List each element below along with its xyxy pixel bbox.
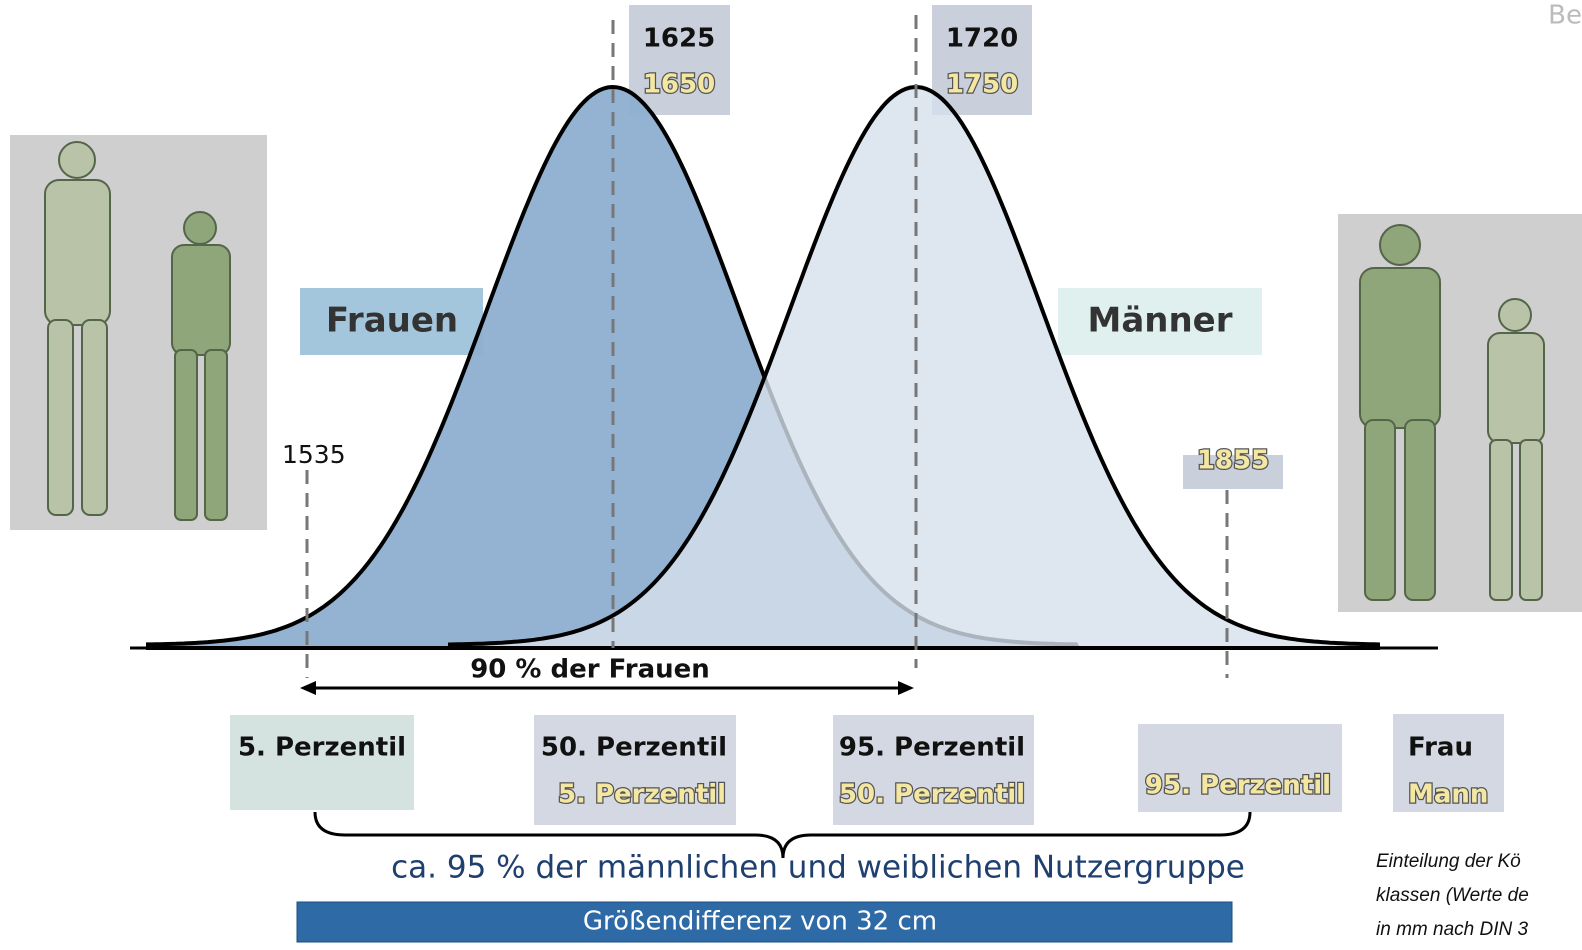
caption-line: Einteilung der Kö xyxy=(1376,851,1521,872)
corner-text: Be xyxy=(1548,1,1582,31)
legend-frau: Frau xyxy=(1408,733,1473,763)
percentile-frau: 5. Perzentil xyxy=(238,733,406,763)
marker-label: 1855 xyxy=(1197,446,1269,476)
percentile-mann: 50. Perzentil xyxy=(839,780,1025,810)
difference-text: Größendifferenz von 32 cm xyxy=(583,907,937,937)
coverage-text: ca. 95 % der männlichen und weiblichen N… xyxy=(391,850,1245,886)
group-label: Männer xyxy=(1087,301,1232,341)
percentile-box xyxy=(230,715,414,810)
peak-mann: 1750 xyxy=(946,70,1018,100)
percentile-frau: 95. Perzentil xyxy=(839,733,1025,763)
group-label: Frauen xyxy=(326,301,458,341)
percentile-mann: 95. Perzentil xyxy=(1145,771,1331,801)
percentile-mann: 5. Perzentil xyxy=(558,780,726,810)
range-label: 90 % der Frauen xyxy=(470,655,710,685)
marker-label: 1535 xyxy=(282,440,346,469)
slide: Be 1625 1650 1720 1750 Frauen Männer 153… xyxy=(0,0,1582,950)
peak-mann: 1650 xyxy=(643,70,715,100)
caption-line: klassen (Werte de xyxy=(1376,885,1529,906)
peak-frau: 1720 xyxy=(946,24,1018,54)
peak-frau: 1625 xyxy=(643,24,715,54)
percentile-frau: 50. Perzentil xyxy=(541,733,727,763)
legend-mann: Mann xyxy=(1408,780,1488,810)
caption-line: in mm nach DIN 3 xyxy=(1376,919,1528,940)
